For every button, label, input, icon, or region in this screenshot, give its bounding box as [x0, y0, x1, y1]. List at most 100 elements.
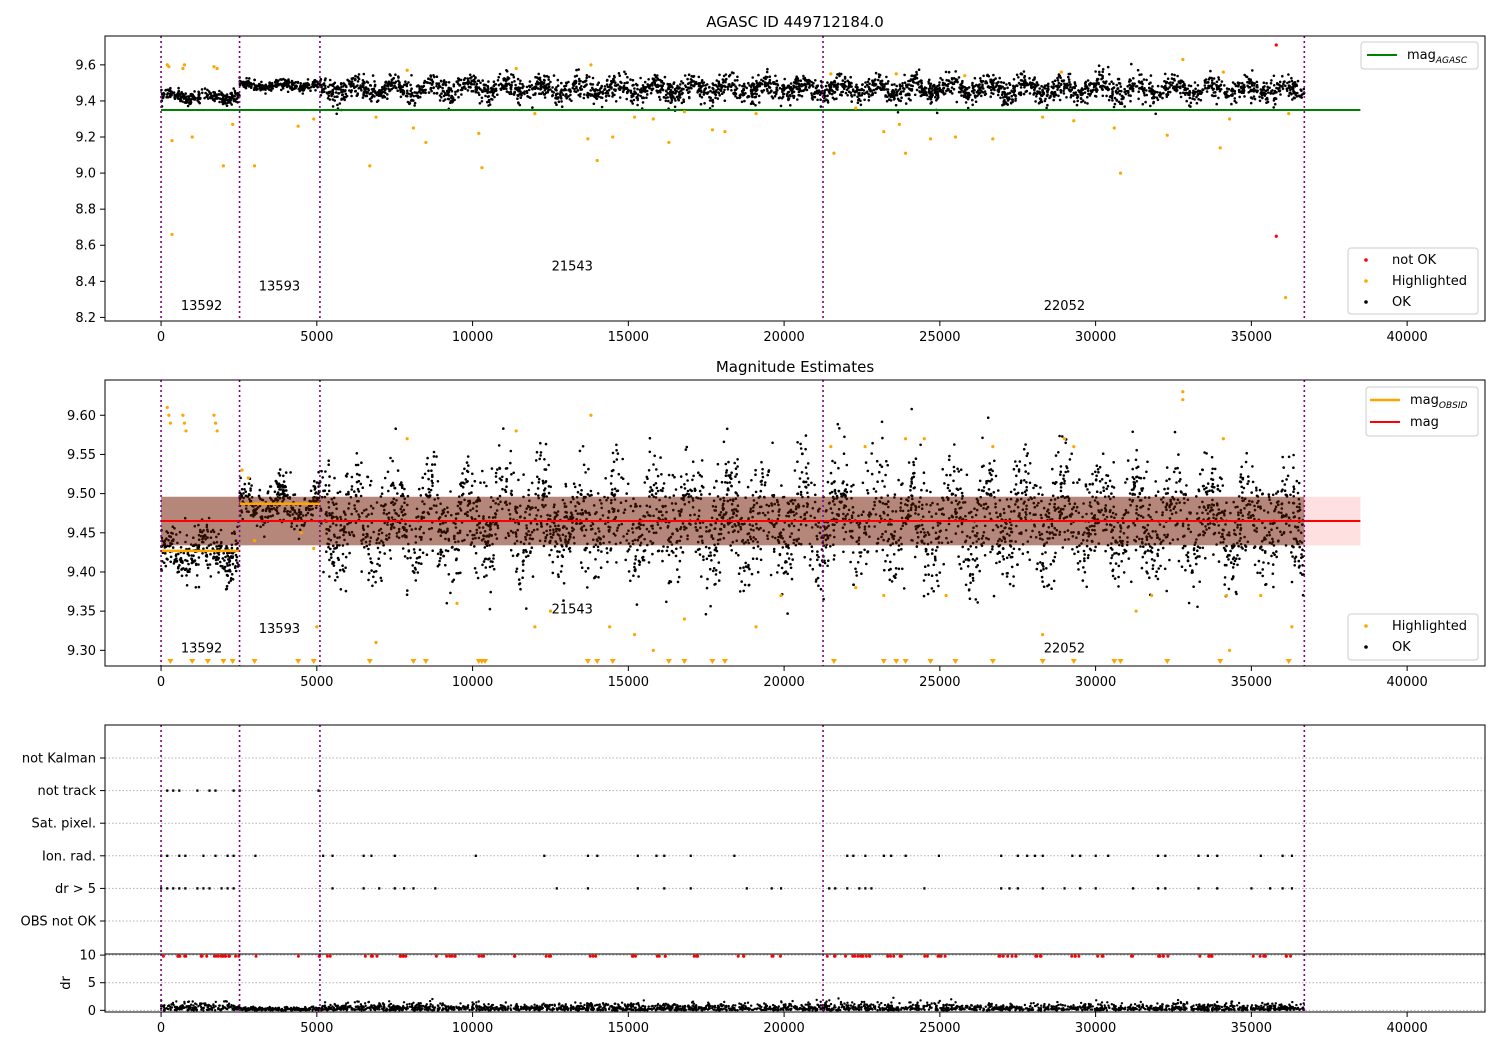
ok-point — [389, 456, 392, 460]
ok-point — [233, 89, 237, 93]
ok-point — [1128, 87, 1132, 90]
ok-point — [343, 538, 346, 542]
ok-point — [942, 92, 946, 96]
ok-point — [422, 84, 426, 88]
ok-point — [282, 82, 286, 85]
ok-point — [920, 81, 923, 85]
x-tick-label: 35000 — [1231, 330, 1272, 345]
ok-point — [382, 94, 386, 98]
ok-point — [319, 94, 323, 97]
ok-point — [1112, 105, 1116, 109]
ok-point — [996, 89, 1000, 92]
ok-point — [409, 89, 413, 93]
ok-point — [476, 79, 480, 83]
ok-point — [487, 98, 491, 102]
ok-point — [226, 101, 229, 105]
ok-point — [180, 559, 183, 562]
legend-not-ok-label: not OK — [1392, 253, 1437, 268]
middle-panel: Magnitude Estimates 13592135932154322052… — [67, 358, 1486, 690]
ok-point — [525, 89, 529, 93]
ok-point — [611, 488, 614, 491]
ok-point — [1281, 87, 1285, 91]
ok-point — [518, 103, 522, 107]
ok-point — [617, 472, 621, 476]
ok-point — [409, 99, 413, 102]
ok-point — [569, 90, 572, 94]
ok-point — [1263, 94, 1267, 97]
ok-point — [308, 86, 311, 90]
ok-point — [770, 95, 774, 98]
ok-point — [323, 495, 327, 499]
ok-point — [937, 83, 941, 87]
ok-point — [613, 93, 616, 97]
ok-point — [1205, 81, 1209, 84]
highlighted-point — [595, 158, 599, 163]
ok-point — [896, 111, 900, 114]
ok-point — [350, 94, 353, 98]
ok-point — [556, 78, 560, 82]
ok-point — [689, 513, 692, 517]
ok-point — [618, 85, 622, 88]
ok-point — [605, 79, 609, 82]
ok-point — [232, 87, 235, 90]
ok-point — [758, 101, 761, 104]
ok-point — [250, 496, 254, 499]
ok-point — [1143, 87, 1146, 90]
ok-point — [208, 563, 212, 566]
ok-point — [1076, 95, 1080, 99]
ok-point — [756, 545, 760, 548]
ok-point — [1193, 98, 1196, 101]
ok-point — [1017, 76, 1020, 79]
ok-point — [626, 75, 629, 79]
ok-point — [677, 91, 681, 94]
ok-point — [1214, 94, 1217, 98]
ok-point — [708, 107, 712, 110]
ok-point — [1116, 87, 1119, 90]
ok-point — [593, 89, 597, 93]
ok-point — [733, 88, 737, 92]
ok-point — [427, 77, 430, 80]
ok-point — [1043, 99, 1047, 103]
ok-point — [687, 73, 691, 76]
ok-point — [590, 86, 594, 90]
middle-chart-title: Magnitude Estimates — [716, 358, 874, 376]
ok-point — [166, 96, 170, 99]
ok-point — [1163, 72, 1167, 76]
ok-point — [1230, 102, 1233, 106]
ok-point — [789, 104, 792, 107]
ok-point — [1165, 81, 1168, 85]
ok-point — [1117, 100, 1121, 104]
ok-point — [268, 81, 272, 84]
ok-point — [340, 93, 344, 97]
ok-point — [1115, 98, 1118, 102]
ok-point — [1278, 89, 1282, 92]
ok-point — [682, 87, 685, 91]
highlighted-point — [754, 111, 758, 116]
ok-point — [673, 88, 677, 92]
ok-point — [186, 569, 190, 572]
ok-point — [738, 95, 742, 99]
ok-point — [1290, 79, 1294, 83]
ok-point — [456, 548, 460, 551]
ok-point — [482, 560, 486, 563]
ok-point — [603, 87, 607, 91]
ok-point — [660, 79, 663, 83]
ok-point — [260, 517, 263, 520]
ok-point — [764, 77, 767, 81]
ok-point — [219, 528, 223, 532]
ok-point — [676, 87, 680, 90]
ok-point — [519, 90, 522, 93]
ok-point — [220, 100, 224, 104]
highlighted-point — [368, 164, 372, 168]
ok-point — [927, 82, 931, 85]
ok-point — [328, 91, 331, 95]
ok-point — [350, 485, 354, 488]
ok-point — [206, 566, 210, 570]
ok-point — [786, 84, 790, 88]
ok-point — [974, 96, 977, 99]
ok-point — [1101, 68, 1105, 71]
ok-point — [1241, 89, 1245, 92]
ok-point — [1023, 74, 1026, 78]
ok-point — [475, 82, 479, 86]
ok-point — [1036, 91, 1040, 94]
